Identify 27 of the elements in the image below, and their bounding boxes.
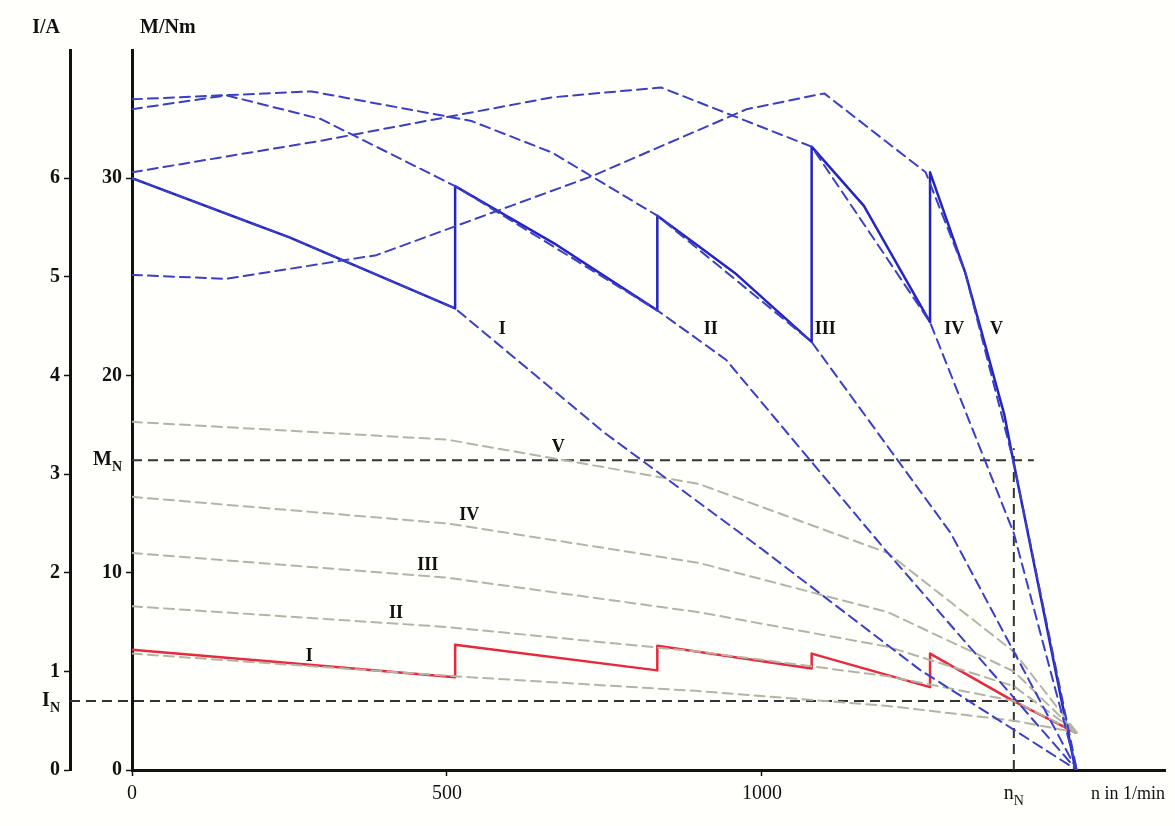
series-label: I	[498, 317, 506, 338]
series-label: IV	[459, 503, 480, 524]
y2-tick-label: 20	[102, 362, 122, 385]
series-label: I	[305, 644, 313, 665]
y2-tick-label: 30	[102, 165, 122, 188]
series-label: V	[989, 317, 1003, 338]
y-tick-label: 4	[50, 362, 60, 385]
y2-tick-label: 0	[112, 757, 122, 780]
x-tick-label: 0	[127, 781, 137, 804]
x-axis-title: n in 1/min	[1091, 782, 1166, 803]
series-label: IV	[944, 317, 965, 338]
x-tick-label: 500	[431, 781, 462, 804]
y-tick-label: 5	[50, 264, 60, 287]
y-axis-title: I/A	[32, 15, 61, 38]
y-tick-label: 3	[50, 461, 60, 484]
series-label: V	[551, 436, 565, 457]
y2-axis-title: M/Nm	[140, 15, 196, 38]
x-tick-label: 1000	[741, 781, 782, 804]
series-label: III	[417, 554, 439, 575]
series-label: III	[814, 317, 836, 338]
y-tick-label: 0	[50, 757, 60, 780]
series-label: II	[703, 317, 718, 338]
y-tick-label: 6	[50, 165, 60, 188]
y2-tick-label: 10	[102, 559, 122, 582]
y-tick-label: 2	[50, 559, 60, 582]
y-tick-label: 1	[50, 658, 60, 681]
series-label: II	[388, 602, 403, 623]
